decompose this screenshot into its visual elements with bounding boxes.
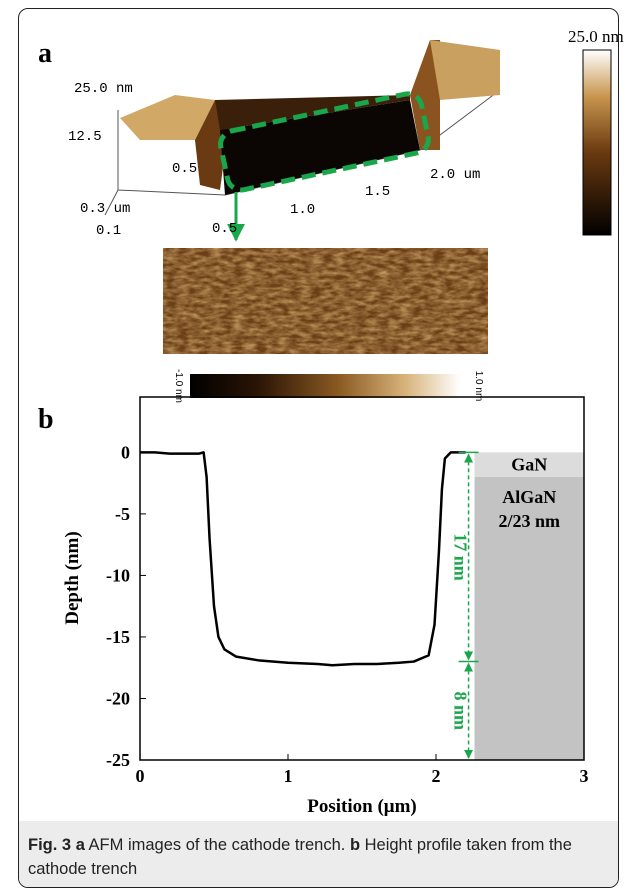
caption: Fig. 3 a AFM images of the cathode trenc… — [28, 833, 618, 881]
colorbar-max: 1.0 nm — [473, 371, 484, 402]
y-axis-label: Depth (nm) — [62, 531, 83, 624]
layer-note: 2/23 nm — [498, 511, 560, 531]
colorbar-min: -1.0 nm — [173, 369, 184, 403]
axis-label: 12.5 — [68, 129, 102, 145]
caption-part: a — [75, 836, 85, 854]
colorbar-label: 25.0 nm — [568, 27, 624, 46]
y-tick-label: -5 — [115, 504, 130, 524]
x-tick-label: 2 — [432, 766, 441, 786]
afm-image-texture — [163, 248, 488, 354]
y-tick-label: -25 — [106, 750, 130, 770]
y-tick-label: -15 — [106, 627, 130, 647]
x-axis-label: Position (μm) — [307, 796, 416, 817]
profile-line — [140, 451, 466, 667]
layer-label: AlGaN — [502, 487, 556, 507]
figure-frame — [18, 8, 619, 888]
caption-text: Height profile taken from the cathode tr… — [28, 836, 572, 878]
dimension-label: 17 nm — [451, 533, 471, 581]
y-tick-label: -10 — [106, 565, 130, 585]
panel-label: a — [38, 38, 52, 69]
plot-frame — [139, 396, 585, 761]
y-tick-label: -20 — [106, 688, 130, 708]
afm-3d-surface — [104, 40, 501, 242]
panel-label: b — [38, 404, 54, 435]
image-colorbar — [190, 374, 460, 398]
axis-label: 0.3 um — [80, 201, 130, 217]
colorbar — [582, 49, 612, 236]
axis-label: 25.0 nm — [74, 81, 133, 97]
layer-label: GaN — [511, 454, 547, 474]
caption-background — [19, 821, 618, 887]
dimension-label: 8 nm — [451, 692, 471, 731]
axis-label: 1.0 — [290, 202, 315, 218]
x-tick-label: 3 — [580, 766, 589, 786]
layer — [474, 476, 584, 760]
axis-label: 2.0 um — [430, 167, 480, 183]
axis-label: 0.1 — [96, 223, 121, 239]
caption-part: b — [349, 836, 361, 854]
axis-label: 0.5 — [172, 161, 197, 177]
layer — [474, 452, 584, 477]
caption-text: AFM images of the cathode trench. — [84, 836, 350, 854]
x-tick-label: 1 — [284, 766, 293, 786]
y-tick-label: 0 — [121, 442, 130, 462]
axis-label: 1.5 — [365, 184, 390, 200]
x-tick-label: 0 — [136, 766, 145, 786]
axis-label: 0.5 — [212, 221, 237, 237]
caption-label: Fig. 3 — [28, 836, 72, 854]
